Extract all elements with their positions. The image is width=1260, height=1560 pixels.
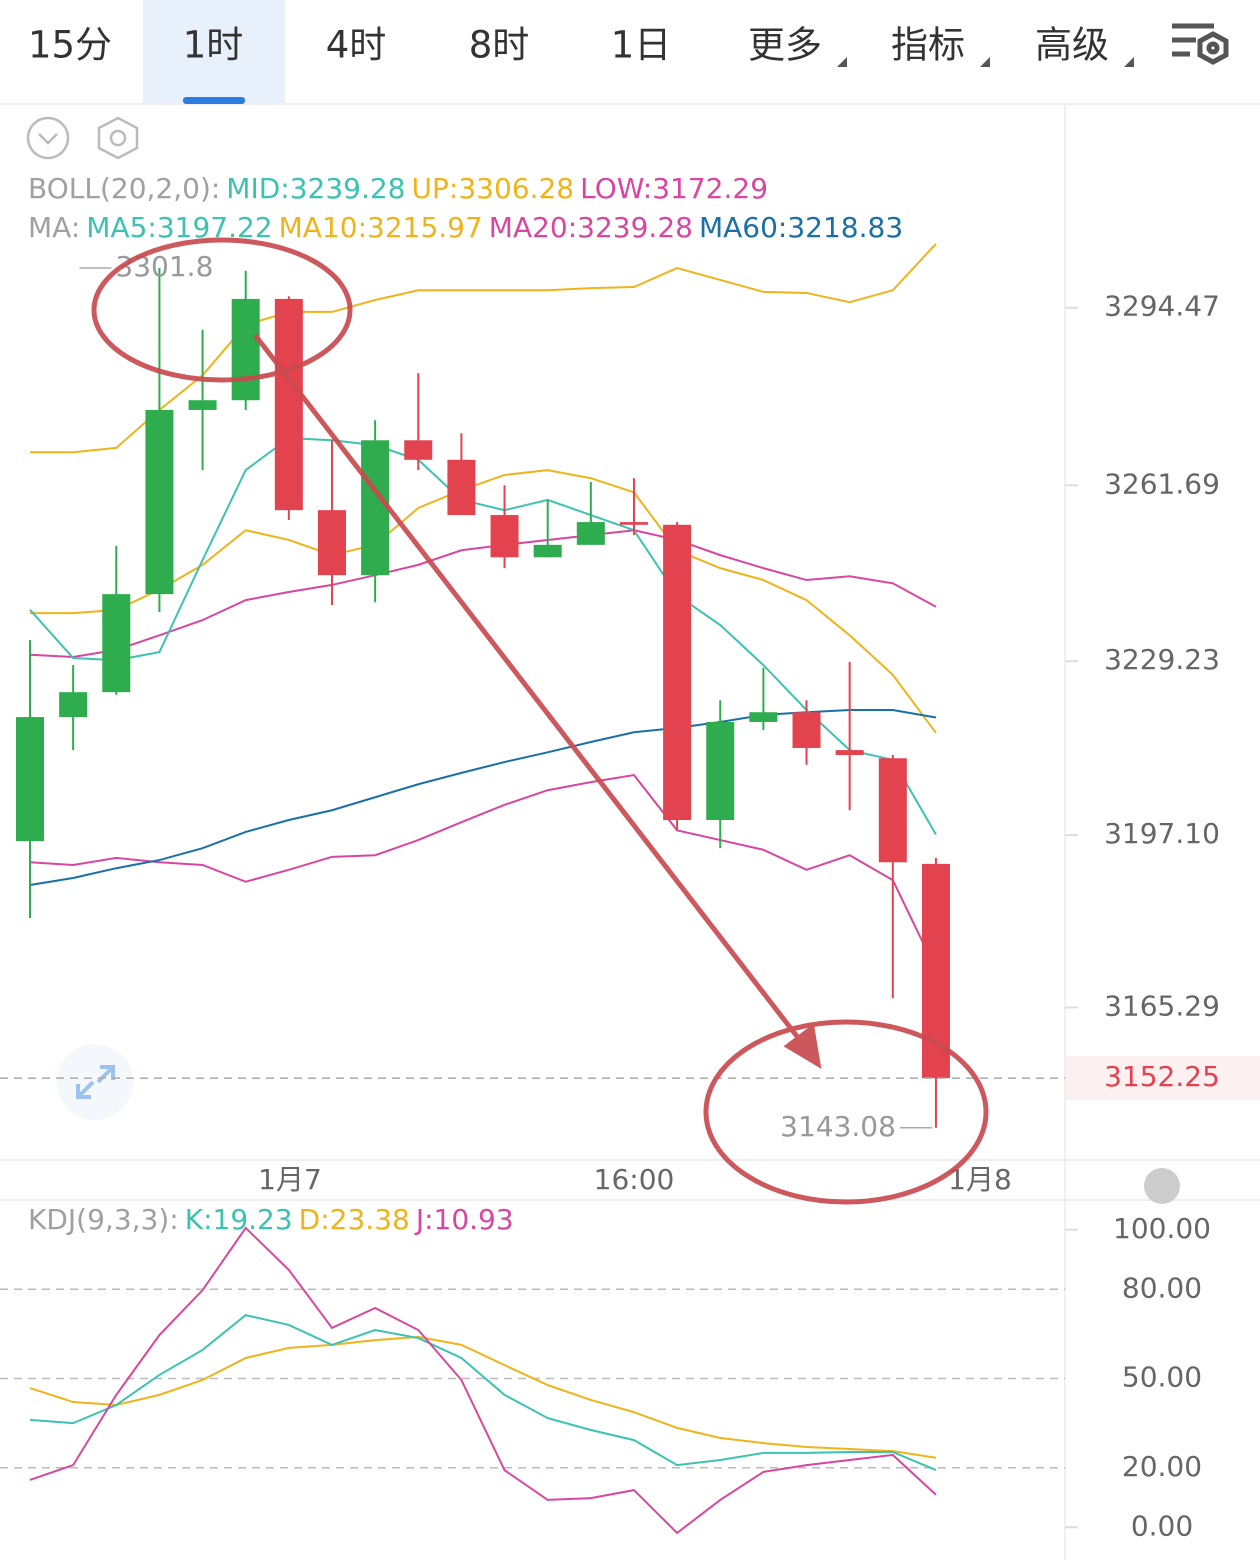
tab[interactable]: 指标 <box>891 24 965 67</box>
y-tick-label: 3261.69 <box>1104 467 1220 500</box>
tab-caret <box>980 57 990 67</box>
candle-body <box>145 409 174 595</box>
legend-item: K:19.23 <box>185 1203 293 1236</box>
x-tick-label: 16:00 <box>594 1163 675 1196</box>
y-tick-label: 0.00 <box>1131 1509 1193 1542</box>
candle-body <box>576 522 605 545</box>
legend: KDJ(9,3,3): K:19.23 D:23.38 J:10.93 <box>28 1203 514 1236</box>
tab-active-bg <box>143 0 285 104</box>
kdj-line <box>29 1314 937 1471</box>
legend-item: MA60:3218.83 <box>699 211 903 244</box>
candle-body <box>188 400 217 410</box>
indicator-line <box>30 243 937 454</box>
legend: MA: MA5:3197.22 MA10:3215.97 MA20:3239.28 MA… <box>28 211 903 244</box>
candle-body <box>317 510 346 576</box>
annotation <box>91 237 989 1205</box>
candle-body <box>490 515 519 558</box>
candle-body <box>231 298 260 401</box>
y-tick-label: 50.00 <box>1122 1361 1202 1394</box>
k-button[interactable] <box>1144 1168 1180 1204</box>
candle-body <box>706 721 735 820</box>
candle-body <box>878 758 907 863</box>
settings-hex[interactable] <box>97 116 139 160</box>
y-tick-label: 100.00 <box>1113 1212 1211 1245</box>
candle-body <box>102 594 131 693</box>
y-tick-label: 3197.10 <box>1104 817 1220 850</box>
tab[interactable]: 4时 <box>326 24 387 67</box>
y-tick-label: 3294.47 <box>1104 290 1220 323</box>
last-price-bg <box>1066 1056 1260 1101</box>
y-tick-label: 20.00 <box>1122 1450 1202 1483</box>
collapse-icon[interactable] <box>26 116 70 160</box>
legend-item: J:10.93 <box>414 1203 514 1236</box>
candle-body <box>533 544 562 558</box>
tab[interactable]: 15分 <box>28 24 112 67</box>
indicator-line <box>29 529 937 658</box>
candle-body <box>361 440 390 576</box>
kdj-line <box>29 1226 937 1535</box>
legend-item: KDJ(9,3,3): <box>28 1203 179 1236</box>
settings-hex-dot <box>109 129 127 147</box>
tab[interactable]: 1时 <box>183 24 244 67</box>
y-tick-label: 3229.23 <box>1104 643 1220 676</box>
candle-body <box>792 712 821 748</box>
candle-body <box>404 440 433 460</box>
indicator-line <box>29 437 937 836</box>
candle-body <box>663 524 692 820</box>
tab[interactable]: 高级 <box>1035 24 1109 67</box>
candle-body <box>749 712 778 722</box>
legend-item: UP:3306.28 <box>412 172 575 205</box>
last-price-label: 3152.25 <box>1104 1060 1220 1093</box>
y-tick-label: 80.00 <box>1122 1271 1202 1304</box>
y-tick-label: 3165.29 <box>1104 989 1220 1022</box>
legend-item: MA: <box>28 211 80 244</box>
kdj-line <box>29 1335 937 1459</box>
indicator-line <box>29 709 937 886</box>
legend: BOLL(20,2,0): MID:3239.28 UP:3306.28 LOW:31… <box>28 172 768 205</box>
tab[interactable]: 1日 <box>611 24 672 67</box>
candle-body <box>835 750 864 755</box>
tab-caret <box>1124 57 1134 67</box>
tab[interactable]: 更多 <box>748 24 822 67</box>
candle-body <box>59 692 88 718</box>
candle-body <box>619 522 648 525</box>
expand-icon <box>76 1065 115 1099</box>
legend-item: D:23.38 <box>299 1203 410 1236</box>
collapse-chevron <box>38 133 58 145</box>
tab-caret <box>837 57 847 67</box>
x-tick-label: 1月7 <box>258 1163 322 1196</box>
legend-item: MA10:3215.97 <box>279 211 483 244</box>
legend-item: MID:3239.28 <box>226 172 405 205</box>
candle-body <box>447 459 476 516</box>
high-label: 3301.8 <box>115 250 213 283</box>
legend-item: BOLL(20,2,0): <box>28 172 220 205</box>
indicator-line <box>29 773 937 970</box>
indicator-line <box>30 469 937 734</box>
settings-icon[interactable] <box>1172 23 1229 65</box>
candle-body <box>274 298 303 511</box>
legend-item: LOW:3172.29 <box>580 172 768 205</box>
candle-body <box>16 717 44 842</box>
expand-button[interactable] <box>57 1044 133 1120</box>
tab-underline <box>183 97 245 104</box>
legend-item: MA20:3239.28 <box>489 211 693 244</box>
tab[interactable]: 8时 <box>469 24 530 67</box>
low-label: 3143.08 <box>780 1110 896 1143</box>
